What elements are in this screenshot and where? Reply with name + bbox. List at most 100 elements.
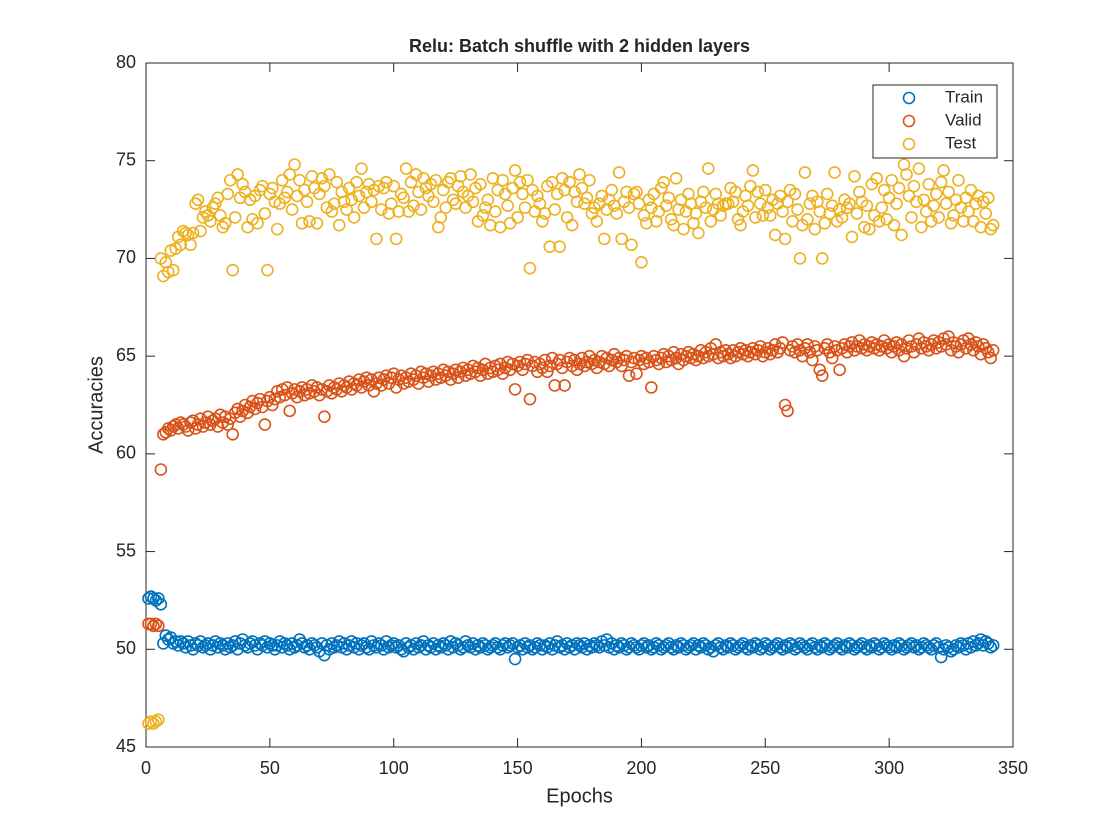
point [922, 177, 936, 191]
point [927, 199, 941, 212]
legend-marker [902, 91, 916, 105]
point [763, 209, 777, 222]
point [191, 193, 205, 207]
point [813, 363, 827, 377]
point [318, 410, 331, 424]
point [645, 381, 658, 394]
point [355, 381, 368, 394]
point [555, 172, 569, 185]
point [934, 650, 948, 664]
point [389, 232, 403, 246]
point [815, 252, 829, 265]
point [295, 216, 309, 230]
y-axis-label: Accuracies [85, 356, 107, 454]
point [283, 168, 296, 181]
point [503, 639, 517, 652]
point [734, 218, 747, 232]
point [285, 203, 299, 216]
chart-title: Relu: Batch shuffle with 2 hidden layers [409, 36, 750, 56]
point [218, 216, 232, 230]
point [422, 375, 435, 388]
x-tick-label: 100 [379, 758, 409, 778]
point [241, 406, 254, 420]
point [231, 168, 244, 181]
point [543, 359, 557, 373]
point [825, 199, 839, 212]
point [749, 211, 762, 224]
point [144, 617, 158, 631]
point [288, 158, 301, 171]
point [365, 195, 378, 209]
point [986, 639, 1000, 652]
point [375, 379, 388, 392]
point [630, 367, 643, 381]
point [345, 193, 358, 207]
point [677, 222, 690, 236]
point [375, 203, 388, 216]
point [149, 715, 163, 728]
point [313, 388, 326, 402]
point [330, 175, 344, 189]
point [778, 232, 792, 246]
point [476, 209, 490, 222]
point [152, 619, 165, 633]
point [434, 211, 448, 224]
y-tick-label: 50 [116, 638, 136, 658]
point [389, 381, 403, 394]
point [892, 181, 906, 195]
point [266, 398, 279, 412]
point [910, 195, 923, 209]
point [261, 263, 274, 277]
point [521, 173, 534, 187]
point [659, 199, 673, 212]
point [154, 463, 168, 476]
point [144, 715, 158, 728]
point [962, 205, 975, 218]
point [986, 343, 1000, 357]
point [806, 353, 819, 367]
point [575, 181, 589, 195]
point [704, 214, 718, 228]
point [340, 203, 353, 216]
point [508, 383, 522, 396]
y-tick-label: 80 [116, 52, 136, 72]
point [414, 203, 428, 216]
point [843, 197, 856, 211]
x-axis-label: Epochs [546, 785, 613, 807]
point [872, 214, 886, 228]
point [612, 166, 626, 179]
point [692, 226, 705, 240]
point [466, 195, 480, 209]
point [181, 424, 195, 437]
point [907, 345, 921, 359]
point [781, 195, 794, 209]
point [664, 213, 678, 226]
legend: Train Valid Test [872, 84, 998, 159]
point [221, 418, 235, 431]
y-tick-label: 75 [116, 149, 136, 169]
point [934, 175, 948, 189]
point [981, 191, 995, 205]
point [801, 213, 814, 226]
point [803, 197, 817, 211]
point [922, 343, 936, 357]
point [278, 191, 292, 205]
point [384, 197, 398, 211]
point [548, 203, 562, 216]
point [915, 220, 928, 234]
point [615, 232, 628, 246]
point [627, 187, 641, 201]
point [954, 201, 968, 214]
point [835, 211, 849, 224]
point [409, 168, 423, 181]
point [332, 218, 346, 232]
point [952, 345, 965, 359]
point [508, 652, 522, 666]
point [523, 261, 537, 275]
point [174, 238, 187, 252]
x-tick-label: 350 [998, 758, 1028, 778]
point [503, 363, 517, 377]
point [811, 343, 824, 357]
point [590, 361, 604, 375]
